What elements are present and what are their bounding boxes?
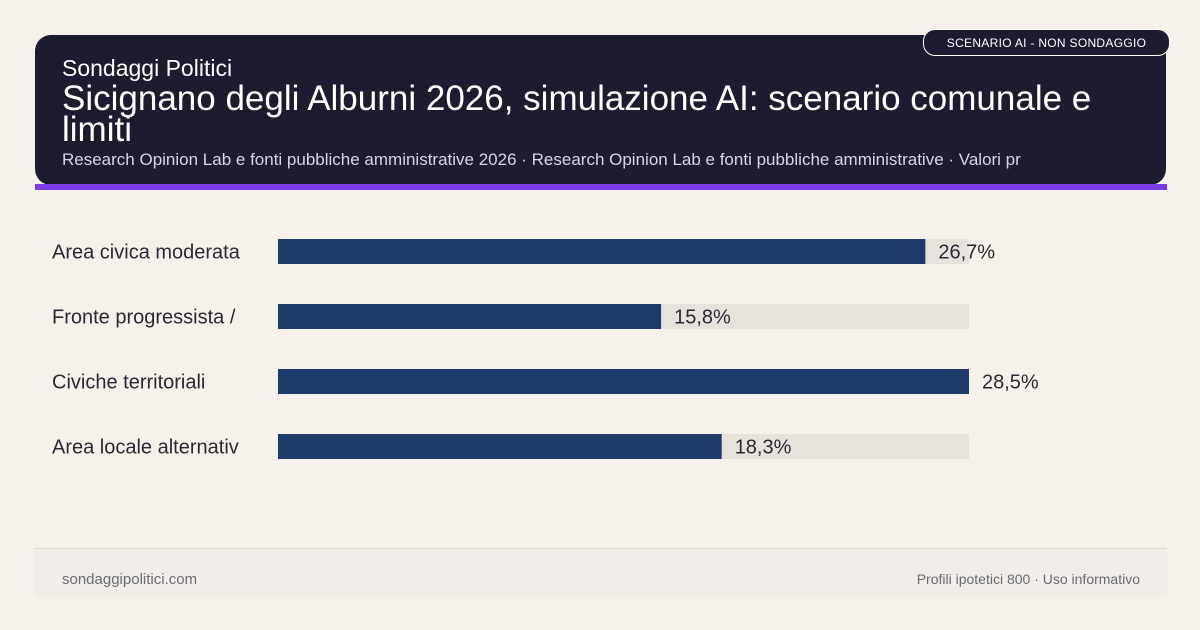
value-label: 26,7% <box>938 242 995 264</box>
footer-note: Profili ipotetici 800 · Uso informativo <box>916 571 1140 587</box>
bar <box>278 239 926 264</box>
brand-name: Sondaggi Politici <box>62 55 233 81</box>
accent-divider <box>35 184 1167 190</box>
value-label: 18,3% <box>735 437 792 459</box>
bar <box>278 369 969 394</box>
footer-site: sondaggipolitici.com <box>62 571 198 588</box>
value-label: 28,5% <box>982 372 1039 394</box>
header-panel: Sondaggi Politici Sicignano degli Alburn… <box>35 35 1166 185</box>
bar <box>278 434 722 459</box>
footer: sondaggipolitici.com Profili ipotetici 8… <box>34 548 1167 597</box>
category-label: Fronte progressista / <box>52 307 236 329</box>
page-title: Sicignano degli Alburni 2026, simulazion… <box>62 79 1092 149</box>
bar <box>278 304 662 329</box>
category-label: Area civica moderata <box>52 242 241 264</box>
category-label: Civiche territoriali <box>52 372 205 394</box>
category-label: Area locale alternativ <box>52 437 239 459</box>
value-label: 15,8% <box>674 307 731 329</box>
page-subtitle: Research Opinion Lab e fonti pubbliche a… <box>62 150 1021 169</box>
scenario-badge: SCENARIO AI - NON SONDAGGIO <box>923 29 1170 56</box>
